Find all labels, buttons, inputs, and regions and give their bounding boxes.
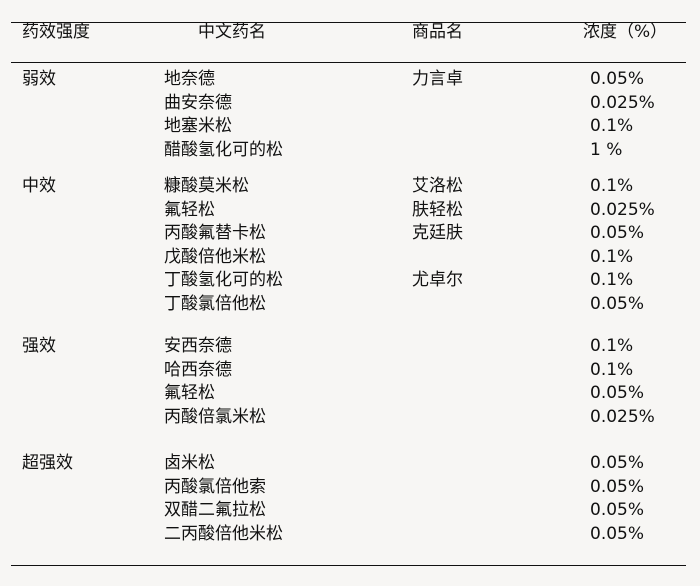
drug-name: 氟轻松 bbox=[164, 199, 215, 220]
brand-name: 艾洛松 bbox=[412, 176, 463, 196]
drug-name: 戊酸倍他米松 bbox=[164, 246, 266, 267]
concentration: 0.025% bbox=[590, 199, 655, 220]
header-potency: 药效强度 bbox=[22, 22, 90, 42]
potency-label: 强效 bbox=[22, 336, 56, 356]
drug-name: 氟轻松 bbox=[164, 383, 215, 403]
drug-name: 糠酸莫米松 bbox=[164, 176, 249, 196]
drug-name: 地奈德 bbox=[164, 69, 215, 89]
concentration: 0.1% bbox=[590, 270, 634, 290]
top-rule bbox=[11, 22, 686, 23]
drug-name: 卤米松 bbox=[164, 453, 215, 473]
concentration: 0.05% bbox=[590, 69, 645, 89]
concentration: 0.1% bbox=[590, 116, 634, 136]
concentration: 0.1% bbox=[590, 359, 634, 380]
concentration: 0.025% bbox=[590, 406, 655, 427]
header-chinese-name: 中文药名 bbox=[198, 22, 266, 42]
header-concentration: 浓度（%） bbox=[583, 22, 668, 42]
concentration: 0.025% bbox=[590, 92, 655, 113]
drug-name: 丙酸倍氯米松 bbox=[164, 406, 266, 427]
concentration: 0.1% bbox=[590, 246, 634, 267]
potency-label: 超强效 bbox=[22, 453, 73, 473]
concentration: 0.05% bbox=[590, 453, 645, 473]
concentration: 0.1% bbox=[590, 176, 634, 196]
concentration: 0.05% bbox=[590, 523, 645, 544]
bottom-rule bbox=[11, 565, 686, 566]
drug-name: 醋酸氢化可的松 bbox=[164, 139, 283, 160]
drug-name: 丙酸氟替卡松 bbox=[164, 223, 266, 243]
drug-name: 双醋二氟拉松 bbox=[164, 500, 266, 520]
drug-name: 曲安奈德 bbox=[164, 92, 232, 113]
potency-label: 弱效 bbox=[22, 69, 56, 89]
brand-name: 克廷肤 bbox=[412, 223, 463, 243]
concentration: 0.05% bbox=[590, 293, 645, 314]
drug-name: 丙酸氯倍他索 bbox=[164, 476, 266, 497]
potency-label: 中效 bbox=[22, 176, 56, 196]
drug-name: 安西奈德 bbox=[164, 336, 232, 356]
header-brand-name: 商品名 bbox=[412, 22, 463, 42]
concentration: 0.05% bbox=[590, 223, 645, 243]
concentration: 0.05% bbox=[590, 476, 645, 497]
drug-name: 哈西奈德 bbox=[164, 359, 232, 380]
concentration: 1 % bbox=[590, 139, 623, 160]
concentration: 0.1% bbox=[590, 336, 634, 356]
brand-name: 力言卓 bbox=[412, 69, 463, 89]
drug-name: 地塞米松 bbox=[164, 116, 232, 136]
concentration: 0.05% bbox=[590, 383, 645, 403]
concentration: 0.05% bbox=[590, 500, 645, 520]
brand-name: 尤卓尔 bbox=[412, 270, 463, 290]
brand-name: 肤轻松 bbox=[412, 199, 463, 220]
drug-name: 丁酸氢化可的松 bbox=[164, 270, 283, 290]
drug-name: 二丙酸倍他米松 bbox=[164, 523, 283, 544]
header-rule bbox=[11, 62, 686, 63]
drug-name: 丁酸氯倍他松 bbox=[164, 293, 266, 314]
